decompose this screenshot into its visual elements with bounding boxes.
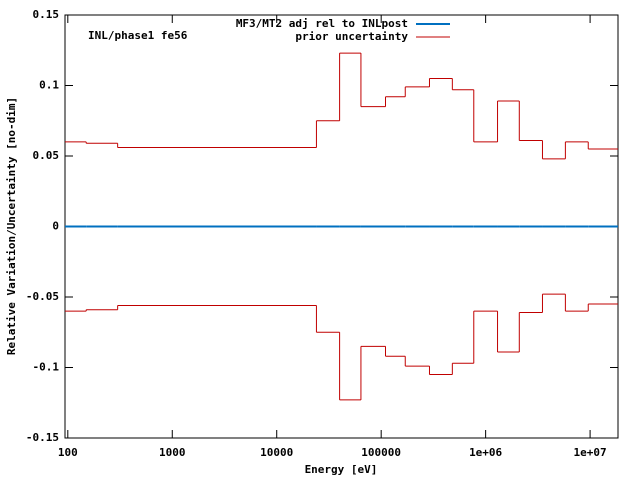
- x-axis-label: Energy [eV]: [305, 463, 378, 476]
- y-tick-label: -0.1: [33, 361, 60, 374]
- x-tick-label: 1e+06: [469, 446, 502, 459]
- y-tick-label: -0.05: [26, 290, 59, 303]
- y-axis-label: Relative Variation/Uncertainty [no-dim]: [5, 97, 18, 355]
- y-tick-label: -0.15: [26, 431, 59, 444]
- annotation: INL/phase1 fe56: [88, 29, 188, 42]
- x-tick-label: 100: [58, 446, 78, 459]
- x-tick-label: 1000: [159, 446, 186, 459]
- x-tick-label: 1e+07: [574, 446, 607, 459]
- y-tick-label: 0.15: [33, 8, 60, 21]
- x-tick-label: 10000: [260, 446, 293, 459]
- legend-label: MF3/MT2 adj rel to INLpost: [236, 17, 408, 30]
- y-tick-label: 0.05: [33, 149, 60, 162]
- y-tick-label: 0: [52, 220, 59, 233]
- x-tick-label: 100000: [361, 446, 401, 459]
- legend-label: prior uncertainty: [295, 30, 408, 43]
- y-tick-label: 0.1: [39, 79, 59, 92]
